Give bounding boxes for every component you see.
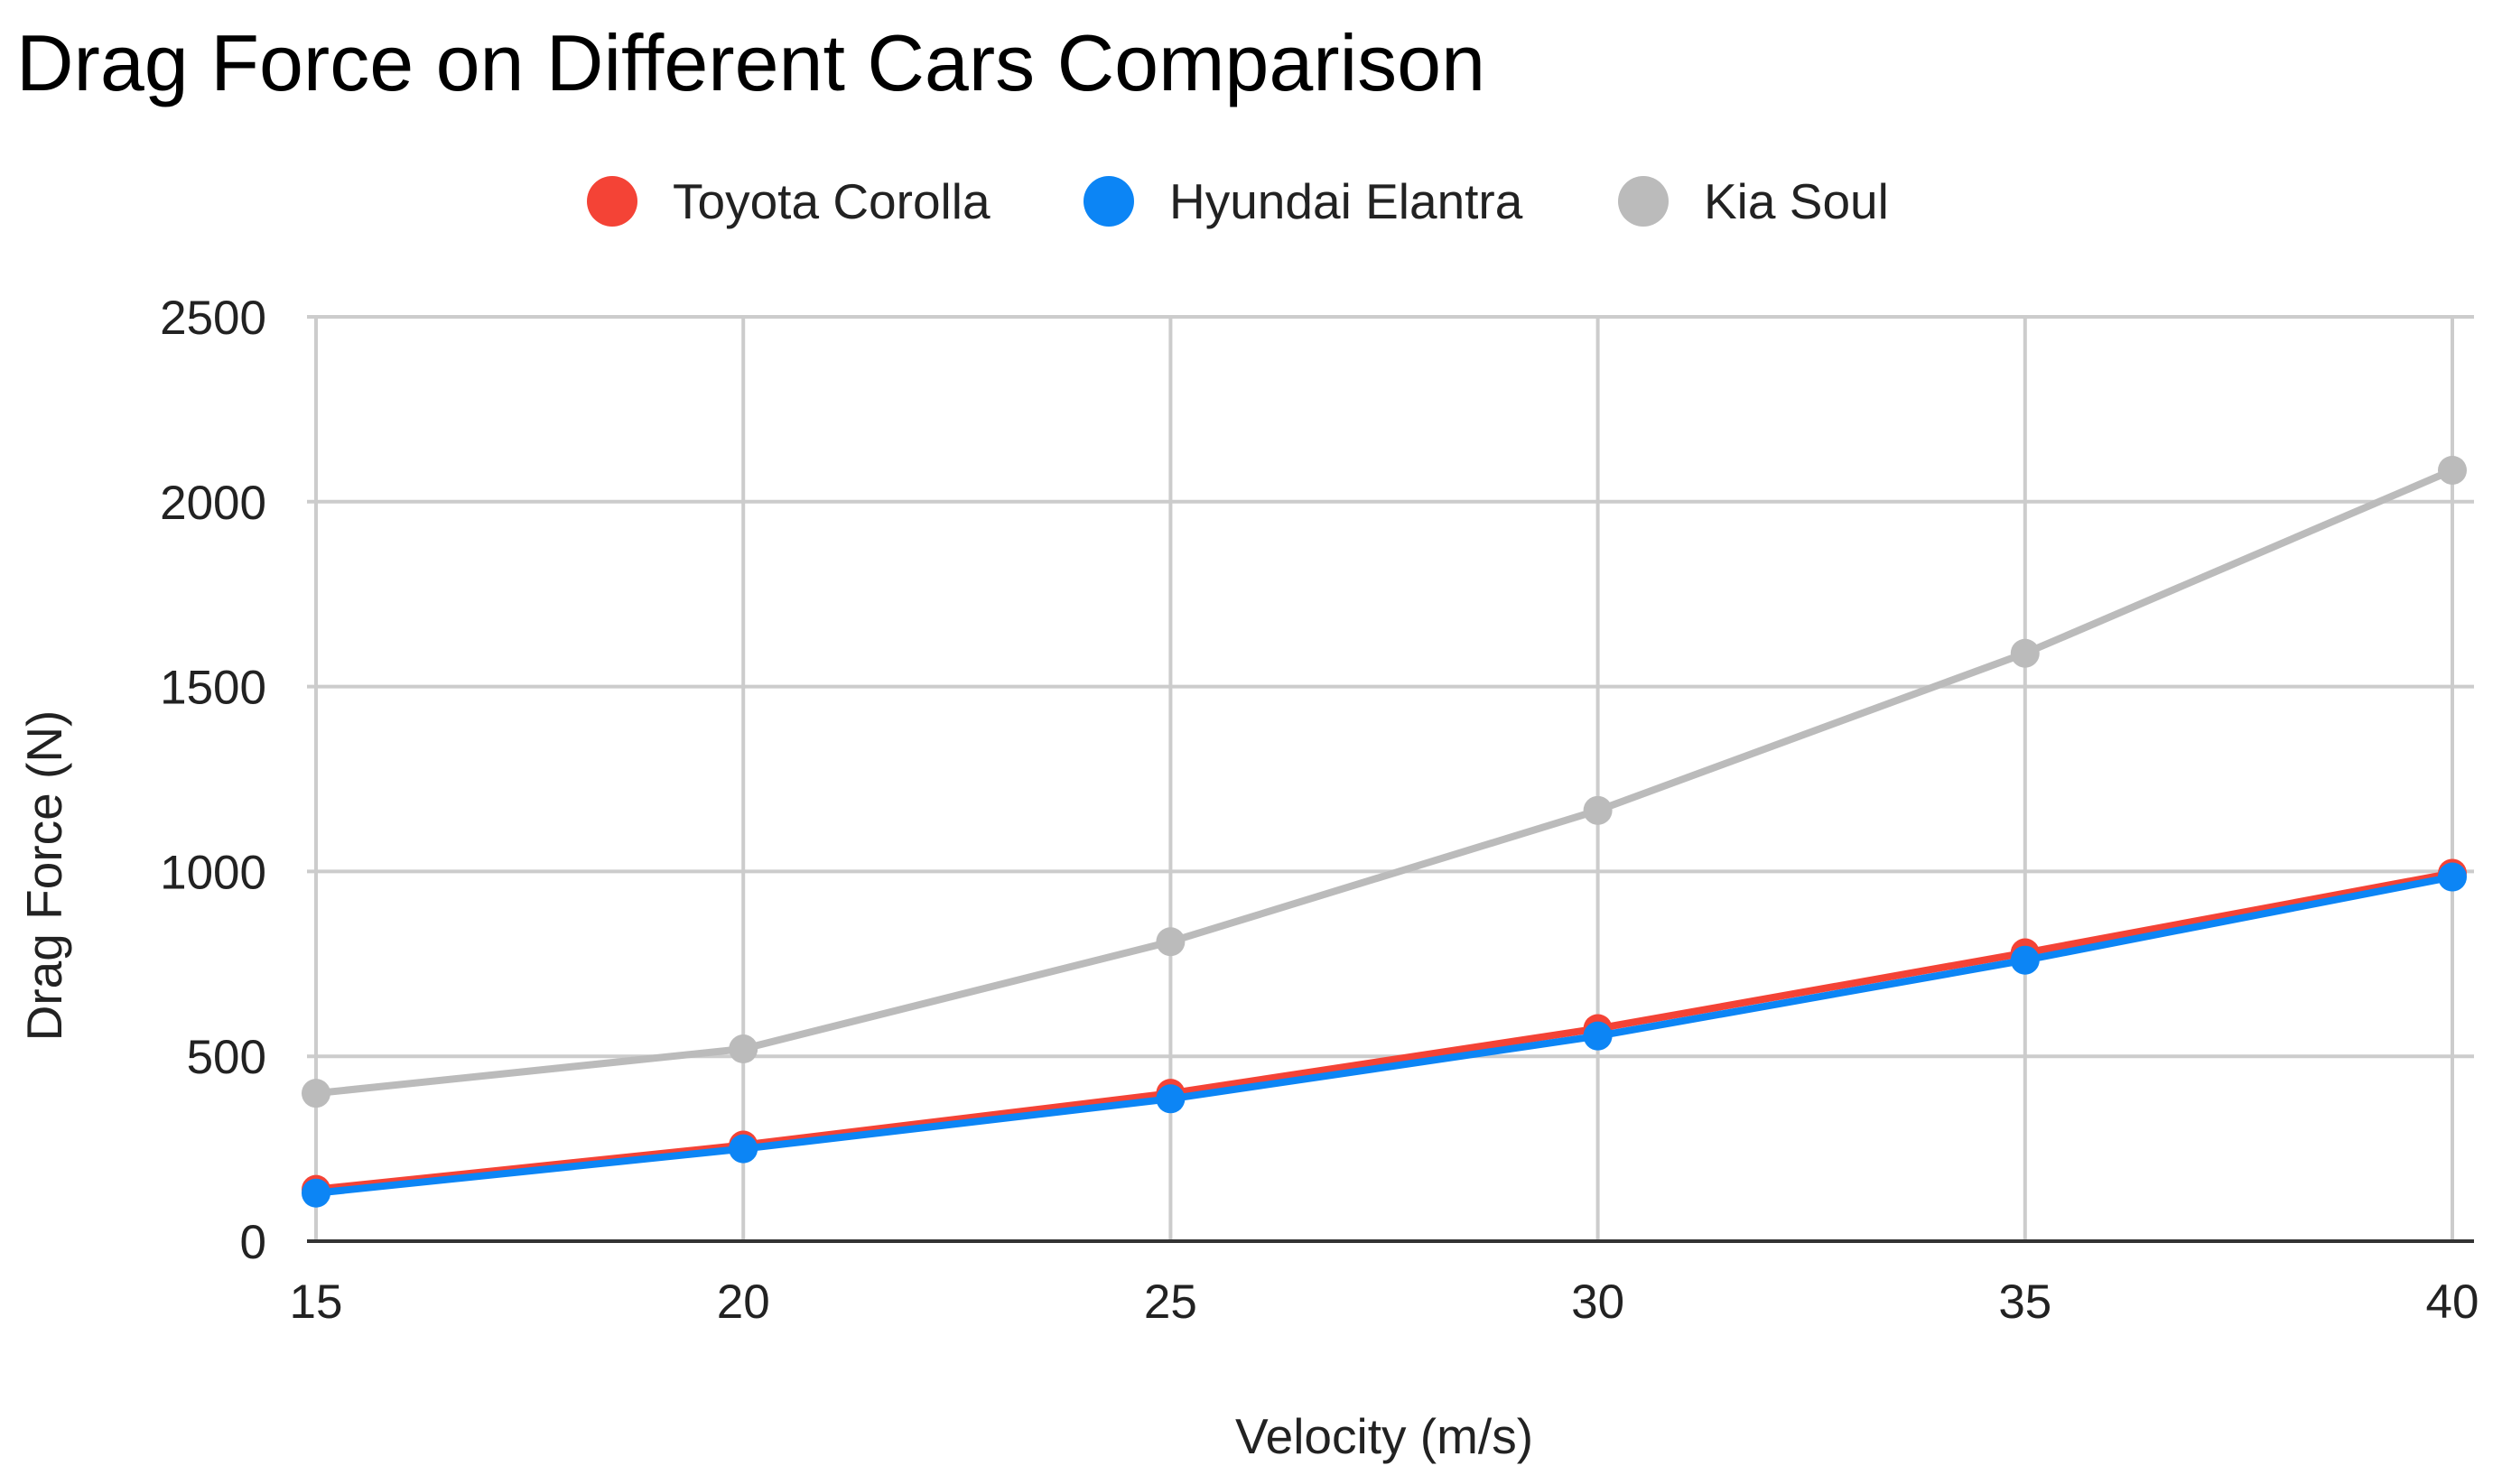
series-layer	[302, 455, 2467, 1208]
data-point	[1583, 1021, 1613, 1051]
y-tick-label: 1000	[160, 846, 266, 899]
x-tick-label: 40	[2426, 1275, 2479, 1329]
y-tick-label: 0	[240, 1216, 266, 1269]
chart-legend: Toyota Corolla Hyundai Elantra Kia Soul	[587, 173, 1889, 229]
data-point	[302, 1079, 330, 1108]
data-point	[302, 1178, 330, 1208]
chart-grid	[307, 315, 2474, 1243]
y-axis-label: Drag Force (N)	[16, 710, 72, 1042]
y-tick-label: 500	[187, 1031, 266, 1084]
data-point	[2010, 638, 2040, 668]
data-point	[2438, 862, 2467, 892]
legend-label: Kia Soul	[1704, 173, 1889, 229]
data-point	[1156, 927, 1186, 957]
chart-title: Drag Force on Different Cars Comparison	[16, 18, 1485, 107]
legend-marker	[587, 176, 637, 227]
x-axis-ticks: 15 20 25 30 35 40	[290, 1275, 2479, 1329]
series-line	[312, 873, 2456, 1197]
x-tick-label: 30	[1571, 1275, 1624, 1329]
data-point	[729, 1034, 758, 1064]
y-tick-label: 2500	[160, 292, 266, 345]
data-point	[729, 1134, 758, 1164]
series-line	[312, 869, 2456, 1193]
y-tick-label: 1500	[160, 662, 266, 715]
series-line	[312, 466, 2456, 1098]
x-tick-label: 35	[1998, 1275, 2051, 1329]
legend-marker	[1084, 176, 1134, 227]
x-tick-label: 20	[717, 1275, 770, 1329]
y-axis-ticks: 0 500 1000 1500 2000 2500	[160, 292, 266, 1269]
x-tick-label: 15	[290, 1275, 343, 1329]
legend-label: Hyundai Elantra	[1169, 173, 1523, 229]
data-point	[1156, 1084, 1186, 1114]
y-tick-label: 2000	[160, 477, 266, 530]
x-axis-label: Velocity (m/s)	[1235, 1408, 1533, 1464]
legend-label: Toyota Corolla	[673, 173, 991, 229]
data-point	[1583, 795, 1613, 825]
legend-marker	[1618, 176, 1669, 227]
data-point	[2438, 455, 2467, 485]
data-point	[2010, 945, 2040, 975]
x-tick-label: 25	[1144, 1275, 1197, 1329]
